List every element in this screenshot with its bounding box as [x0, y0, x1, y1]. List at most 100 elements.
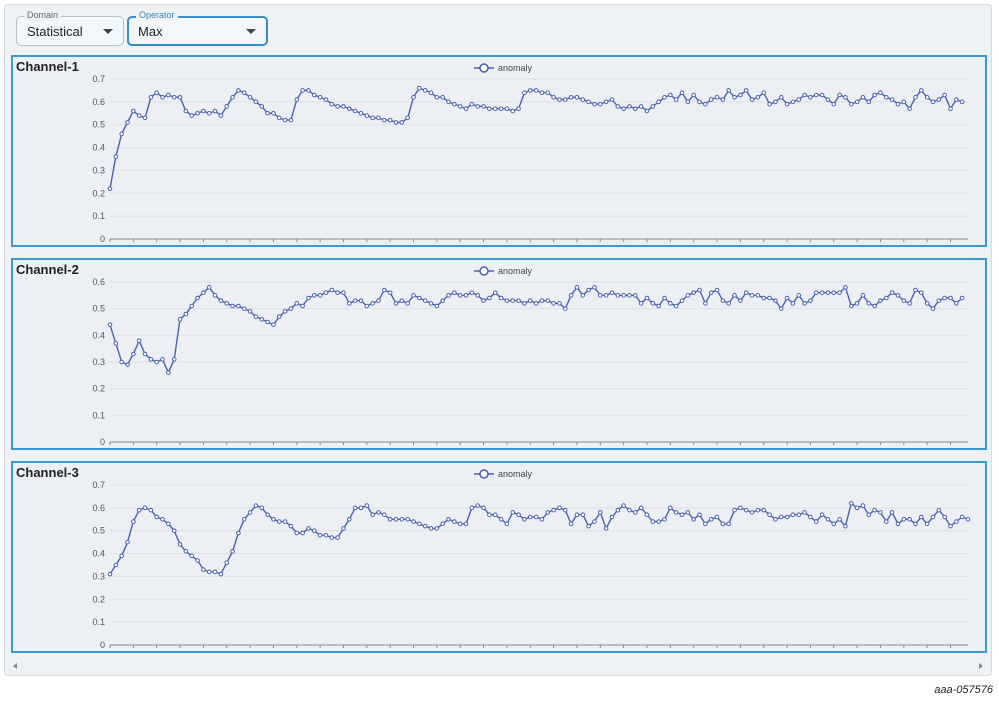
data-point[interactable]: [241, 90, 247, 96]
data-point[interactable]: [662, 516, 667, 522]
data-point[interactable]: [510, 510, 516, 515]
data-point[interactable]: [662, 94, 667, 100]
data-point[interactable]: [586, 287, 591, 293]
data-point[interactable]: [708, 516, 714, 522]
data-point[interactable]: [422, 523, 428, 529]
data-point[interactable]: [948, 295, 953, 301]
data-point[interactable]: [393, 516, 399, 522]
data-point[interactable]: [930, 306, 936, 311]
data-point[interactable]: [574, 285, 580, 290]
data-point[interactable]: [562, 97, 568, 102]
data-point[interactable]: [668, 505, 673, 511]
data-point[interactable]: [329, 287, 335, 293]
data-point[interactable]: [732, 507, 737, 513]
data-point[interactable]: [247, 94, 253, 100]
data-point[interactable]: [288, 306, 294, 311]
data-point[interactable]: [790, 301, 796, 306]
data-point[interactable]: [352, 108, 358, 114]
data-point[interactable]: [452, 101, 457, 107]
data-point[interactable]: [125, 539, 130, 545]
data-point[interactable]: [113, 154, 119, 160]
data-point[interactable]: [673, 97, 679, 102]
data-point[interactable]: [253, 503, 259, 508]
data-point[interactable]: [265, 319, 270, 325]
data-point[interactable]: [463, 106, 469, 112]
data-point[interactable]: [959, 99, 965, 105]
data-point[interactable]: [457, 521, 463, 527]
data-point[interactable]: [942, 295, 947, 301]
data-point[interactable]: [160, 516, 165, 522]
data-point[interactable]: [341, 290, 346, 295]
horizontal-scrollbar[interactable]: [7, 661, 989, 673]
data-point[interactable]: [522, 516, 527, 522]
legend[interactable]: anomaly: [474, 63, 533, 73]
data-point[interactable]: [487, 295, 492, 301]
data-point[interactable]: [481, 104, 486, 109]
data-point[interactable]: [352, 505, 358, 511]
data-point[interactable]: [329, 535, 335, 540]
data-point[interactable]: [306, 88, 311, 93]
data-point[interactable]: [247, 510, 253, 515]
data-point[interactable]: [965, 516, 971, 522]
data-point[interactable]: [802, 301, 807, 306]
data-point[interactable]: [948, 523, 953, 529]
data-point[interactable]: [813, 290, 819, 295]
data-point[interactable]: [609, 97, 615, 102]
data-point[interactable]: [393, 301, 399, 306]
data-point[interactable]: [574, 512, 580, 518]
data-point[interactable]: [387, 290, 393, 295]
data-point[interactable]: [212, 108, 218, 114]
data-point[interactable]: [743, 290, 749, 295]
data-point[interactable]: [924, 301, 930, 306]
data-point[interactable]: [527, 514, 533, 520]
data-point[interactable]: [673, 303, 679, 309]
data-point[interactable]: [492, 106, 498, 112]
data-point[interactable]: [901, 516, 907, 522]
data-point[interactable]: [568, 293, 574, 298]
data-point[interactable]: [872, 303, 877, 309]
data-point[interactable]: [802, 510, 807, 515]
data-point[interactable]: [568, 521, 574, 527]
data-point[interactable]: [843, 523, 848, 529]
data-point[interactable]: [627, 104, 632, 109]
data-point[interactable]: [562, 507, 568, 513]
data-point[interactable]: [405, 301, 410, 306]
data-point[interactable]: [714, 94, 720, 100]
data-point[interactable]: [288, 117, 294, 123]
data-point[interactable]: [545, 510, 551, 515]
data-point[interactable]: [837, 290, 842, 295]
data-point[interactable]: [522, 301, 527, 306]
data-point[interactable]: [376, 510, 381, 515]
data-point[interactable]: [539, 90, 545, 96]
data-point[interactable]: [889, 510, 895, 515]
data-point[interactable]: [282, 309, 288, 314]
data-point[interactable]: [621, 293, 626, 298]
data-point[interactable]: [802, 92, 807, 98]
data-point[interactable]: [907, 301, 912, 306]
data-point[interactable]: [498, 106, 504, 112]
data-point[interactable]: [481, 298, 486, 303]
data-point[interactable]: [889, 97, 895, 102]
data-point[interactable]: [615, 507, 621, 513]
data-point[interactable]: [469, 290, 475, 295]
data-point[interactable]: [796, 97, 802, 102]
data-point[interactable]: [417, 85, 422, 91]
data-point[interactable]: [195, 110, 200, 116]
data-point[interactable]: [638, 505, 644, 511]
data-point[interactable]: [481, 505, 486, 511]
data-point[interactable]: [387, 516, 393, 522]
data-point[interactable]: [148, 94, 154, 100]
data-point[interactable]: [271, 322, 276, 327]
data-point[interactable]: [738, 298, 743, 303]
data-point[interactable]: [778, 514, 784, 520]
data-point[interactable]: [603, 293, 609, 298]
legend[interactable]: anomaly: [474, 266, 533, 276]
data-point[interactable]: [533, 88, 539, 93]
data-point[interactable]: [271, 516, 276, 522]
data-point[interactable]: [843, 94, 848, 100]
data-point[interactable]: [230, 548, 235, 554]
data-point[interactable]: [405, 115, 410, 121]
data-point[interactable]: [703, 301, 708, 306]
data-point[interactable]: [236, 530, 241, 536]
data-point[interactable]: [136, 507, 142, 513]
